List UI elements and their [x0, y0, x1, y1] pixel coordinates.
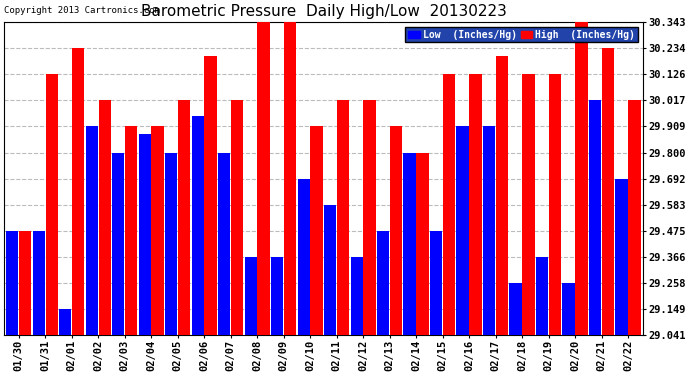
Bar: [522, 74, 535, 335]
Bar: [324, 205, 337, 335]
Bar: [257, 22, 270, 335]
Text: Copyright 2013 Cartronics.com: Copyright 2013 Cartronics.com: [4, 6, 160, 15]
Bar: [139, 135, 151, 335]
Bar: [112, 153, 124, 335]
Bar: [204, 56, 217, 335]
Bar: [377, 231, 389, 335]
Bar: [364, 100, 376, 335]
Bar: [46, 74, 58, 335]
Bar: [629, 100, 641, 335]
Bar: [457, 126, 469, 335]
Bar: [178, 100, 190, 335]
Bar: [417, 153, 429, 335]
Bar: [86, 126, 98, 335]
Bar: [443, 74, 455, 335]
Bar: [496, 56, 509, 335]
Bar: [589, 100, 602, 335]
Bar: [562, 283, 575, 335]
Bar: [6, 231, 19, 335]
Bar: [509, 283, 522, 335]
Bar: [390, 126, 402, 335]
Bar: [615, 178, 628, 335]
Bar: [483, 126, 495, 335]
Bar: [271, 257, 284, 335]
Bar: [549, 74, 562, 335]
Bar: [297, 178, 310, 335]
Bar: [72, 48, 84, 335]
Bar: [284, 22, 297, 335]
Bar: [32, 231, 45, 335]
Bar: [430, 231, 442, 335]
Bar: [469, 74, 482, 335]
Bar: [125, 126, 137, 335]
Bar: [231, 100, 244, 335]
Bar: [152, 126, 164, 335]
Bar: [218, 153, 230, 335]
Bar: [165, 153, 177, 335]
Bar: [244, 257, 257, 335]
Bar: [19, 231, 32, 335]
Bar: [99, 100, 111, 335]
Legend: Low  (Inches/Hg), High  (Inches/Hg): Low (Inches/Hg), High (Inches/Hg): [405, 27, 638, 42]
Bar: [310, 126, 323, 335]
Bar: [602, 48, 614, 335]
Title: Barometric Pressure  Daily High/Low  20130223: Barometric Pressure Daily High/Low 20130…: [141, 4, 506, 19]
Bar: [351, 257, 363, 335]
Bar: [337, 100, 349, 335]
Bar: [536, 257, 549, 335]
Bar: [404, 153, 416, 335]
Bar: [59, 309, 72, 335]
Bar: [575, 22, 588, 335]
Bar: [192, 116, 204, 335]
